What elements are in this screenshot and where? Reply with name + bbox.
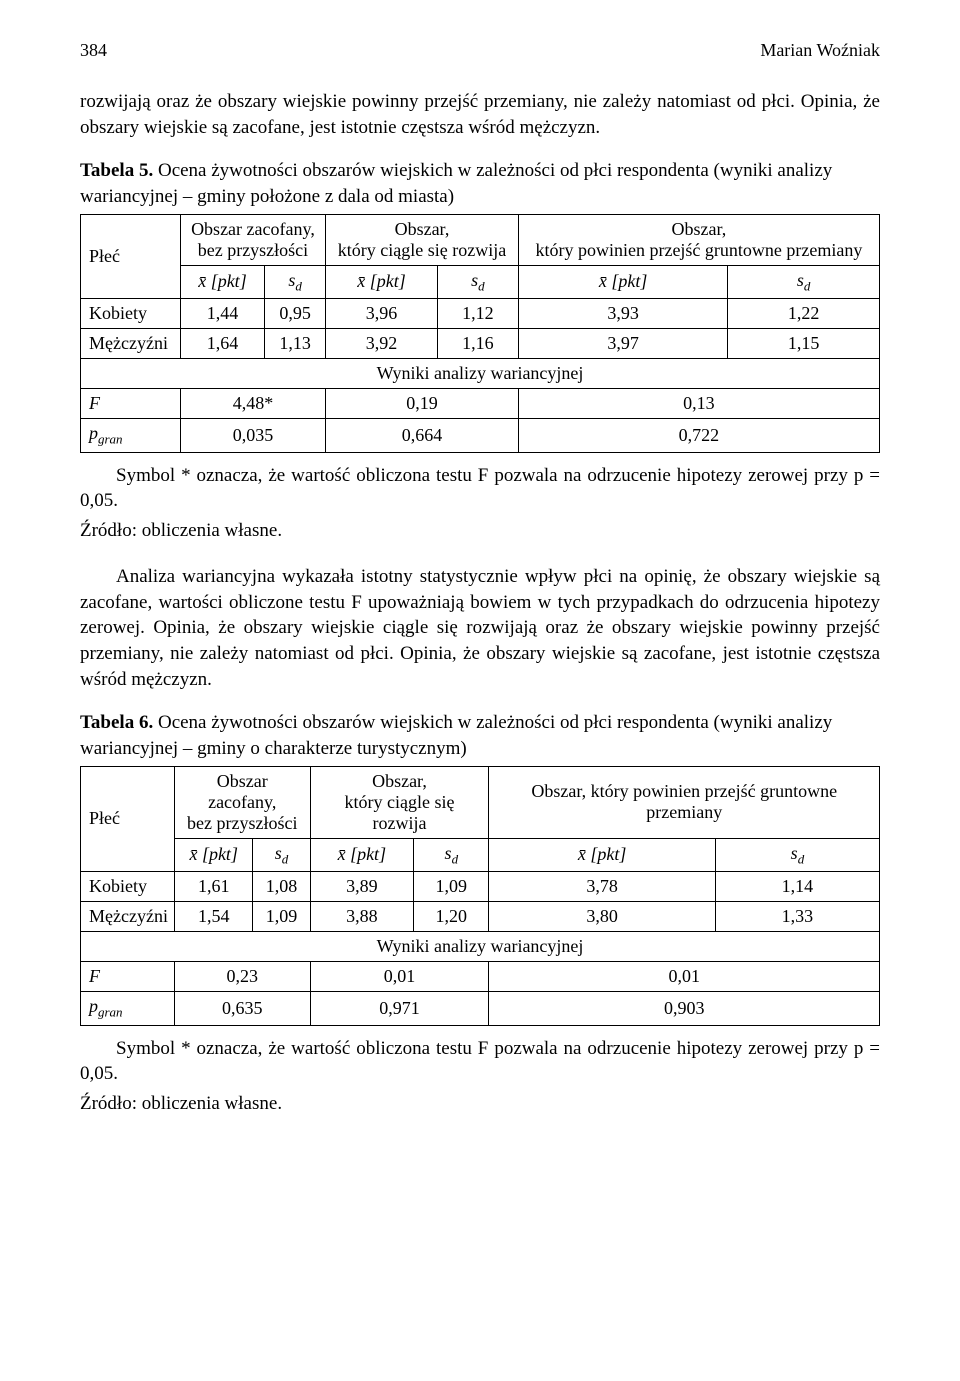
cell: 3,97 (518, 329, 728, 359)
cell: 1,20 (414, 902, 489, 932)
row-label: Kobiety (81, 299, 181, 329)
sub-x: x̄ [pkt] (489, 838, 715, 872)
cell: 1,13 (265, 329, 326, 359)
sub-x: x̄ [pkt] (180, 265, 264, 299)
cell: 0,23 (174, 962, 310, 992)
cell: 1,15 (728, 329, 880, 359)
cell: 0,635 (174, 992, 310, 1026)
table-row: F 4,48* 0,19 0,13 (81, 389, 880, 419)
table6-footnote: Symbol * oznacza, że wartość obliczona t… (80, 1036, 880, 1087)
table-row: x̄ [pkt] sd x̄ [pkt] sd x̄ [pkt] sd (81, 265, 880, 299)
group-header-1: Obszar zacofany, bez przyszłości (174, 766, 310, 838)
cell: 0,971 (310, 992, 489, 1026)
table5-caption-text: Ocena żywotności obszarów wiejskich w za… (80, 160, 832, 207)
group-header-3: Obszar, który powinien przejść gruntowne… (518, 214, 879, 265)
table-row: Mężczyźni 1,54 1,09 3,88 1,20 3,80 1,33 (81, 902, 880, 932)
cell: 0,95 (265, 299, 326, 329)
cell: 0,01 (489, 962, 880, 992)
cell: 3,92 (326, 329, 438, 359)
table6-caption-text: Ocena żywotności obszarów wiejskich w za… (80, 712, 832, 759)
cell: 0,903 (489, 992, 880, 1026)
col-plec: Płeć (81, 766, 175, 872)
cell: 0,664 (326, 419, 519, 453)
sub-x: x̄ [pkt] (310, 838, 414, 872)
p-label: pgran (81, 992, 175, 1026)
table-row: pgran 0,035 0,664 0,722 (81, 419, 880, 453)
table6: Płeć Obszar zacofany, bez przyszłości Ob… (80, 766, 880, 1026)
table-row: pgran 0,635 0,971 0,903 (81, 992, 880, 1026)
table5-source: Źródło: obliczenia własne. (80, 520, 880, 542)
row-label: Mężczyźni (81, 902, 175, 932)
cell: 1,09 (253, 902, 310, 932)
table6-source: Źródło: obliczenia własne. (80, 1093, 880, 1115)
cell: 1,09 (414, 872, 489, 902)
cell: 0,01 (310, 962, 489, 992)
cell: 0,035 (180, 419, 325, 453)
table6-label: Tabela 6. (80, 712, 153, 733)
group-header-2: Obszar, który ciągle się rozwija (326, 214, 519, 265)
cell: 1,44 (180, 299, 264, 329)
cell: 1,54 (174, 902, 253, 932)
cell: 3,93 (518, 299, 728, 329)
cell: 1,16 (437, 329, 518, 359)
cell: 3,78 (489, 872, 715, 902)
page-number: 384 (80, 40, 107, 61)
table-row: Kobiety 1,44 0,95 3,96 1,12 3,93 1,22 (81, 299, 880, 329)
sub-s: sd (265, 265, 326, 299)
table-row: Płeć Obszar zacofany, bez przyszłości Ob… (81, 766, 880, 838)
table5-footnote: Symbol * oznacza, że wartość obliczona t… (80, 463, 880, 514)
group-header-2: Obszar, który ciągle się rozwija (310, 766, 489, 838)
sub-s: sd (414, 838, 489, 872)
cell: 3,96 (326, 299, 438, 329)
cell: 1,12 (437, 299, 518, 329)
cell: 1,64 (180, 329, 264, 359)
sub-s: sd (715, 838, 879, 872)
table-row: Płeć Obszar zacofany, bez przyszłości Ob… (81, 214, 880, 265)
table5: Płeć Obszar zacofany, bez przyszłości Ob… (80, 214, 880, 453)
table5-caption: Tabela 5. Ocena żywotności obszarów wiej… (80, 158, 880, 209)
table-row: x̄ [pkt] sd x̄ [pkt] sd x̄ [pkt] sd (81, 838, 880, 872)
table5-label: Tabela 5. (80, 160, 153, 181)
F-label: F (81, 962, 175, 992)
cell: 0,19 (326, 389, 519, 419)
row-label: Kobiety (81, 872, 175, 902)
cell: 1,14 (715, 872, 879, 902)
cell: 0,722 (518, 419, 879, 453)
sub-x: x̄ [pkt] (174, 838, 253, 872)
F-label: F (81, 389, 181, 419)
anova-header: Wyniki analizy wariancyjnej (81, 359, 880, 389)
cell: 3,88 (310, 902, 414, 932)
col-plec: Płeć (81, 214, 181, 299)
cell: 0,13 (518, 389, 879, 419)
group-header-1: Obszar zacofany, bez przyszłości (180, 214, 325, 265)
sub-x: x̄ [pkt] (518, 265, 728, 299)
cell: 1,22 (728, 299, 880, 329)
table-row: F 0,23 0,01 0,01 (81, 962, 880, 992)
sub-x: x̄ [pkt] (326, 265, 438, 299)
intro-paragraph: rozwijają oraz że obszary wiejskie powin… (80, 89, 880, 140)
table-row: Mężczyźni 1,64 1,13 3,92 1,16 3,97 1,15 (81, 329, 880, 359)
running-header: 384 Marian Woźniak (80, 40, 880, 61)
table6-caption: Tabela 6. Ocena żywotności obszarów wiej… (80, 710, 880, 761)
sub-s: sd (728, 265, 880, 299)
cell: 3,80 (489, 902, 715, 932)
cell: 1,61 (174, 872, 253, 902)
table-row: Kobiety 1,61 1,08 3,89 1,09 3,78 1,14 (81, 872, 880, 902)
middle-paragraph: Analiza wariancyjna wykazała istotny sta… (80, 564, 880, 692)
p-label: pgran (81, 419, 181, 453)
cell: 4,48* (180, 389, 325, 419)
sub-s: sd (253, 838, 310, 872)
cell: 1,33 (715, 902, 879, 932)
row-label: Mężczyźni (81, 329, 181, 359)
anova-header: Wyniki analizy wariancyjnej (81, 932, 880, 962)
group-header-3: Obszar, który powinien przejść gruntowne… (489, 766, 880, 838)
author-name: Marian Woźniak (760, 40, 880, 61)
cell: 3,89 (310, 872, 414, 902)
sub-s: sd (437, 265, 518, 299)
table-row: Wyniki analizy wariancyjnej (81, 932, 880, 962)
cell: 1,08 (253, 872, 310, 902)
table-row: Wyniki analizy wariancyjnej (81, 359, 880, 389)
